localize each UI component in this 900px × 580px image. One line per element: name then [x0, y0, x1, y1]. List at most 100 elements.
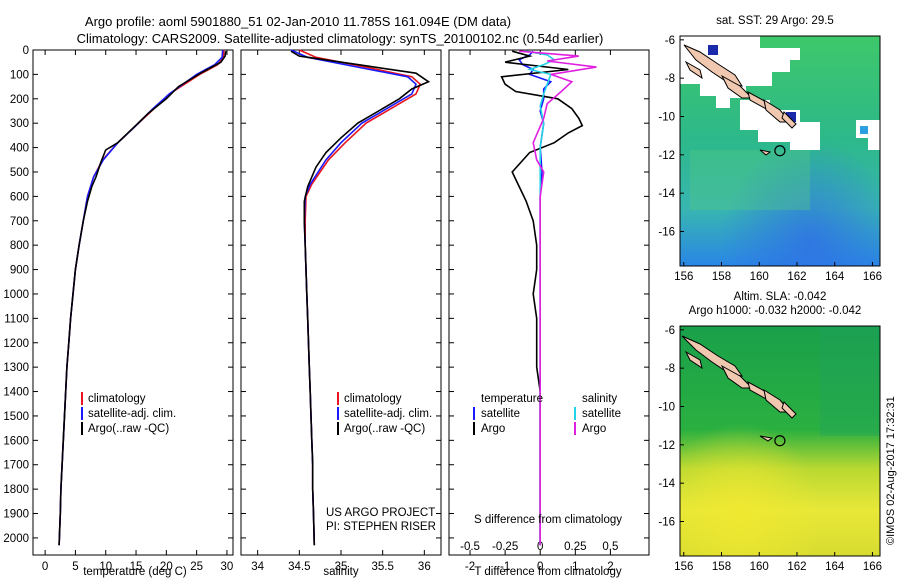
sst-map-frame — [679, 35, 881, 267]
x-tick-label: 20 — [160, 561, 173, 573]
map-y-tick-label: -10 — [658, 402, 675, 414]
series-line-s-argo — [519, 50, 597, 546]
y-tick-label: 1300 — [3, 362, 29, 374]
cloud-mask-2 — [740, 100, 820, 150]
x-tick-label: 25 — [190, 561, 203, 573]
s-tick-label: -0.5 — [460, 541, 480, 553]
y-tick-label: 1700 — [3, 460, 29, 472]
series-line-satellite-adj--clim- — [290, 49, 417, 546]
map-y-tick-label: -8 — [665, 73, 675, 85]
legend-argo: Argo(..raw -QC) — [88, 423, 169, 435]
y-tick-label: 1900 — [3, 509, 29, 521]
y-tick-label: 400 — [10, 143, 29, 155]
map-x-tick-label: 160 — [750, 561, 769, 573]
legend-s-argo: Argo — [582, 423, 606, 435]
map-x-tick-label: 164 — [825, 561, 845, 573]
map-y-tick-label: -8 — [665, 363, 675, 375]
y-tick-label: 1000 — [3, 289, 29, 301]
temperature-chart: 0100200300400500600700800900100011001200… — [3, 45, 233, 573]
map-y-tick-label: -16 — [658, 227, 675, 239]
y-tick-label: 300 — [10, 118, 29, 130]
cold-pixel — [786, 112, 796, 122]
legend-argo: Argo(..raw -QC) — [344, 423, 425, 435]
y-tick-label: 800 — [10, 240, 29, 252]
legend-t-argo: Argo — [481, 423, 505, 435]
x-tick-label: 34 — [251, 561, 264, 573]
sla-map-frame — [679, 325, 881, 557]
y-tick-label: 1100 — [4, 313, 29, 325]
y-tick-label: 1400 — [3, 387, 29, 399]
series-line-t-argo — [500, 50, 584, 546]
islands — [683, 44, 797, 156]
s-tick-label: 0.25 — [564, 541, 586, 553]
sst-patch — [690, 150, 810, 210]
series-line-t-satellite — [517, 50, 553, 546]
sla-map-axes: 156 158 160 162 164 166 -6 -8 -10 -12 -14 -16 — [658, 325, 882, 573]
series-line-argo---raw--qc- — [290, 50, 431, 546]
project-annotation: US ARGO PROJECT — [326, 507, 435, 519]
sst-map-axes: 156 158 160 162 164 166 -6 -8 -10 -12 -14 -16 — [658, 35, 882, 283]
legend-s-satellite: satellite — [582, 408, 621, 420]
y-tick-label: 600 — [10, 191, 29, 203]
difference-plot-frame — [448, 49, 650, 556]
salinity-xlabel: salinity — [323, 566, 358, 578]
legend-temperature-title: temperature — [481, 393, 543, 405]
legend-salinity-title: salinity — [582, 393, 617, 405]
title-line1: Argo profile: aoml 5901880_51 02-Jan-201… — [85, 14, 511, 29]
y-tick-label: 100 — [10, 69, 29, 81]
legend-climatology: climatology — [344, 393, 402, 405]
series-line-climatology — [58, 49, 225, 546]
difference-xlabel: T difference from climatology — [474, 566, 621, 578]
argo-float-marker — [774, 145, 786, 157]
title-line2: Climatology: CARS2009. Satellite-adjuste… — [77, 31, 604, 46]
y-tick-label: 0 — [23, 45, 29, 57]
y-tick-label: 1200 — [3, 338, 29, 350]
salinity-chart: 34 34.5 35 35.5 36 — [241, 49, 441, 573]
cold-pixel — [860, 126, 868, 134]
y-tick-label: 200 — [10, 94, 29, 106]
cold-pixel — [708, 45, 718, 55]
x-tick-label: 15 — [130, 561, 143, 573]
islands — [681, 335, 797, 442]
difference-xlabel-top: S difference from climatology — [474, 514, 622, 526]
x-tick-label: -2 — [465, 561, 475, 573]
sla-map: 156 158 160 162 164 166 -6 -8 -10 -12 -14 -16 — [658, 325, 882, 573]
sla-high — [680, 326, 880, 556]
pi-annotation: PI: STEPHEN RISER — [326, 521, 436, 533]
x-tick-label: 2 — [607, 561, 613, 573]
x-tick-label: -1 — [500, 561, 510, 573]
temperature-legend: climatology satellite-adj. clim. Argo(..… — [81, 392, 176, 435]
map-y-tick-label: -6 — [665, 35, 675, 47]
map-x-tick-label: 164 — [825, 271, 845, 283]
s-tick-label: -0.25 — [492, 541, 518, 553]
x-tick-label: 5 — [72, 561, 78, 573]
salinity-plot-frame — [240, 49, 442, 556]
legend-t-satellite: satellite — [481, 408, 520, 420]
sla-map-subtitle: Argo h1000: -0.032 h2000: -0.042 — [689, 305, 862, 317]
map-y-tick-label: -14 — [658, 188, 675, 200]
map-y-tick-label: -10 — [658, 112, 675, 124]
x-tick-label: 36 — [418, 561, 431, 573]
x-tick-label: 10 — [99, 561, 112, 573]
map-x-tick-label: 166 — [863, 271, 882, 283]
x-tick-label: 35 — [335, 561, 348, 573]
y-tick-label: 500 — [10, 167, 29, 179]
s-tick-label: 0 — [537, 541, 543, 553]
imos-stamp: ©IMOS 02-Aug-2017 17:32:31 — [885, 396, 897, 545]
legend-satellite: satellite-adj. clim. — [344, 408, 432, 420]
sla-low — [820, 326, 880, 436]
x-tick-label: 0 — [42, 561, 48, 573]
salinity-legend: climatology satellite-adj. clim. Argo(..… — [337, 392, 432, 435]
y-tick-label: 1500 — [3, 411, 29, 423]
y-tick-label: 1800 — [3, 484, 29, 496]
map-x-tick-label: 162 — [787, 271, 806, 283]
map-x-tick-label: 158 — [712, 271, 731, 283]
map-y-tick-label: -14 — [658, 478, 675, 490]
y-tick-label: 700 — [10, 216, 29, 228]
y-tick-label: 1600 — [3, 435, 29, 447]
x-tick-label: 34.5 — [288, 561, 310, 573]
series-line-argo---raw--qc- — [58, 51, 227, 546]
sst-map-title: sat. SST: 29 Argo: 29.5 — [716, 15, 834, 27]
x-tick-label: 35.5 — [371, 561, 393, 573]
